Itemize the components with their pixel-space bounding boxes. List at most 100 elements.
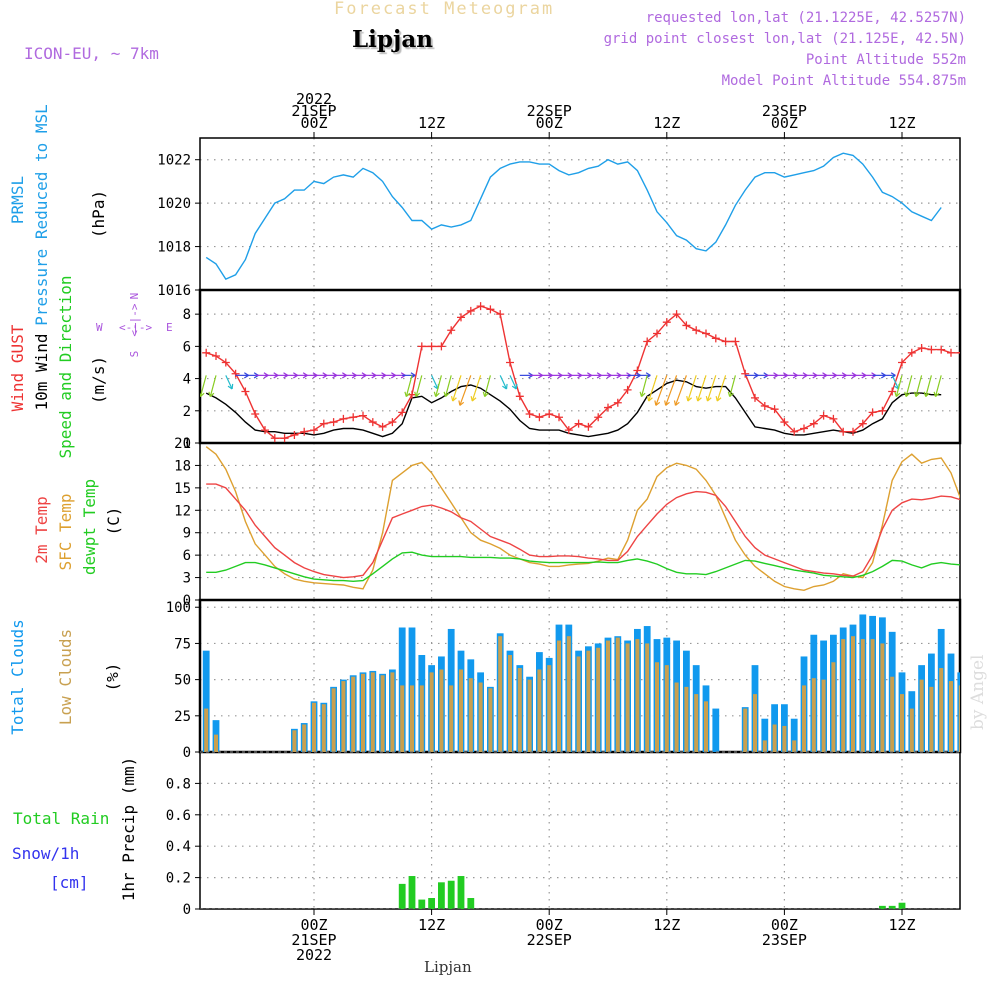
low-cloud-bar — [664, 665, 669, 752]
wind-arrow-head — [443, 391, 450, 398]
gust-marker — [604, 403, 612, 412]
low-cloud-bar — [978, 703, 982, 752]
gust-marker — [643, 337, 652, 346]
gust-marker — [702, 329, 710, 338]
wind-arrow-head — [482, 391, 489, 398]
dewpt-temp-label: dewpt Temp — [80, 479, 99, 575]
low-cloud-bar — [351, 676, 356, 752]
compass-north: N — [128, 293, 141, 300]
wind-arrow-head — [502, 383, 508, 390]
gust-marker — [329, 418, 338, 427]
low-cloud-bar — [625, 643, 630, 752]
wind-direction-label: Speed and Direction — [56, 275, 75, 458]
panel-frame-pressure — [199, 137, 961, 291]
gust-marker — [780, 418, 789, 427]
gust-marker — [368, 418, 377, 427]
wind-arrow — [687, 375, 697, 402]
y-tick-label: 21 — [174, 436, 191, 452]
low-cloud-bar — [527, 679, 532, 752]
low-cloud-bar — [909, 708, 914, 752]
wind-arrow — [655, 375, 668, 406]
y-tick-label: 18 — [174, 458, 191, 474]
wind-arrow — [905, 375, 913, 397]
y-tick-label: 12 — [174, 503, 191, 519]
gust-marker — [613, 398, 622, 407]
wind-arrow — [225, 375, 233, 390]
rain-bar — [398, 883, 406, 909]
gust-marker — [359, 411, 367, 420]
gust-marker — [770, 405, 779, 414]
compass-arrows-vertical: <-|-> — [128, 303, 141, 336]
x-tick-label-bottom: 12Z — [418, 916, 445, 934]
gust-marker — [466, 306, 475, 315]
low-cloud-bar — [586, 650, 591, 752]
low-cloud-bar — [508, 655, 512, 752]
gust-marker — [231, 369, 240, 378]
gust-marker — [623, 385, 632, 394]
x-tick-label-bottom: 12Z — [888, 916, 915, 934]
pressure-reduced-label: Pressure Reduced to MSL — [32, 104, 51, 326]
low-cloud-bar — [870, 639, 875, 752]
wind-arrow — [729, 375, 736, 397]
low-cloud-bar — [214, 734, 218, 752]
y-tick-label: 0 — [183, 745, 191, 761]
wind-arrow — [674, 375, 687, 406]
gust-marker — [937, 345, 946, 354]
x-tick-label-bottom: 2022 — [296, 946, 332, 964]
x-tick-label-bottom: 00Z — [536, 916, 563, 934]
gust-marker — [760, 401, 769, 410]
gust-marker — [790, 427, 799, 436]
low-cloud-bar — [488, 688, 493, 752]
low-cloud-bar — [606, 640, 610, 752]
low-cloud-bar — [635, 639, 640, 752]
wind-speed-line — [205, 379, 942, 438]
gust-marker — [476, 302, 485, 311]
rain-bar — [408, 876, 416, 909]
low-cloud-bar — [841, 639, 846, 752]
low-cloud-bar — [419, 685, 424, 752]
y-tick-label: 50 — [174, 673, 191, 689]
low-cloud-bar — [390, 672, 395, 752]
gust-marker — [535, 413, 544, 422]
low-cloud-bar — [655, 662, 659, 752]
rain-bar — [879, 905, 886, 909]
x-tick-label-top: 12Z — [888, 114, 915, 132]
low-cloud-bar — [704, 701, 708, 752]
wind-arrow-head — [923, 391, 930, 398]
wind-arrow — [405, 375, 413, 397]
wind-arrow — [484, 375, 491, 397]
chart-subtitle: Forecast Meteogram — [334, 0, 555, 19]
wind-arrow — [431, 375, 439, 390]
gust-marker — [574, 419, 583, 428]
low-cloud-bar — [204, 708, 209, 752]
low-cloud-bar — [880, 643, 885, 752]
low-cloud-bar — [576, 656, 581, 752]
prmsl-label: PRMSL — [8, 176, 27, 224]
total-cloud-bar — [957, 672, 960, 752]
gust-marker — [829, 414, 838, 423]
panel-frame-wind — [199, 289, 961, 444]
low-cloud-bar — [694, 694, 699, 752]
x-tick-label-bottom: 22SEP — [527, 931, 572, 949]
low-cloud-bar — [821, 679, 826, 752]
low-cloud-bar — [370, 672, 375, 752]
low-cloud-bar — [478, 682, 483, 752]
gust-marker — [398, 408, 407, 417]
precip-unit-label: 1hr Precip (mm) — [119, 757, 138, 902]
gust-marker — [741, 369, 750, 378]
low-cloud-bar — [468, 678, 473, 752]
low-cloud-bar — [900, 694, 904, 752]
low-cloud-bar — [566, 636, 571, 752]
gust-marker — [202, 348, 211, 357]
x-tick-label-bottom: 21SEP — [291, 931, 336, 949]
low-cloud-bar — [596, 647, 601, 752]
gust-marker — [672, 310, 681, 319]
gust-marker — [457, 313, 465, 322]
gust-marker — [300, 427, 309, 436]
wind-arrow-head — [727, 391, 734, 398]
y-tick-label: 1022 — [157, 153, 191, 169]
wind-arrow-head — [414, 391, 421, 398]
gust-marker — [800, 424, 808, 433]
x-tick-label-bottom: 00Z — [771, 916, 798, 934]
y-tick-label: 0 — [183, 902, 191, 918]
